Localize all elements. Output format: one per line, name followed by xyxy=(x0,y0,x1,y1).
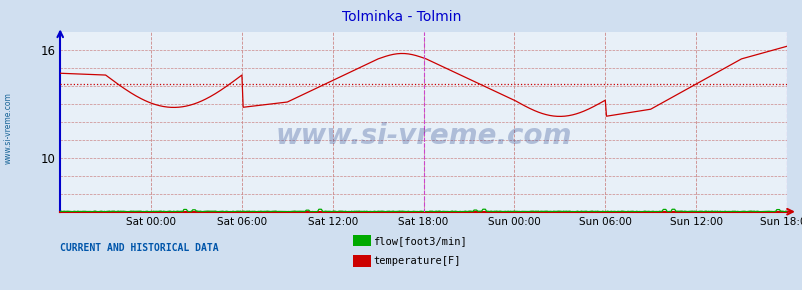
Text: www.si-vreme.com: www.si-vreme.com xyxy=(275,122,571,150)
Text: CURRENT AND HISTORICAL DATA: CURRENT AND HISTORICAL DATA xyxy=(60,243,219,253)
Text: Tolminka - Tolmin: Tolminka - Tolmin xyxy=(342,10,460,24)
Text: www.si-vreme.com: www.si-vreme.com xyxy=(3,92,13,164)
Text: temperature[F]: temperature[F] xyxy=(373,256,460,266)
Text: flow[foot3/min]: flow[foot3/min] xyxy=(373,236,467,246)
